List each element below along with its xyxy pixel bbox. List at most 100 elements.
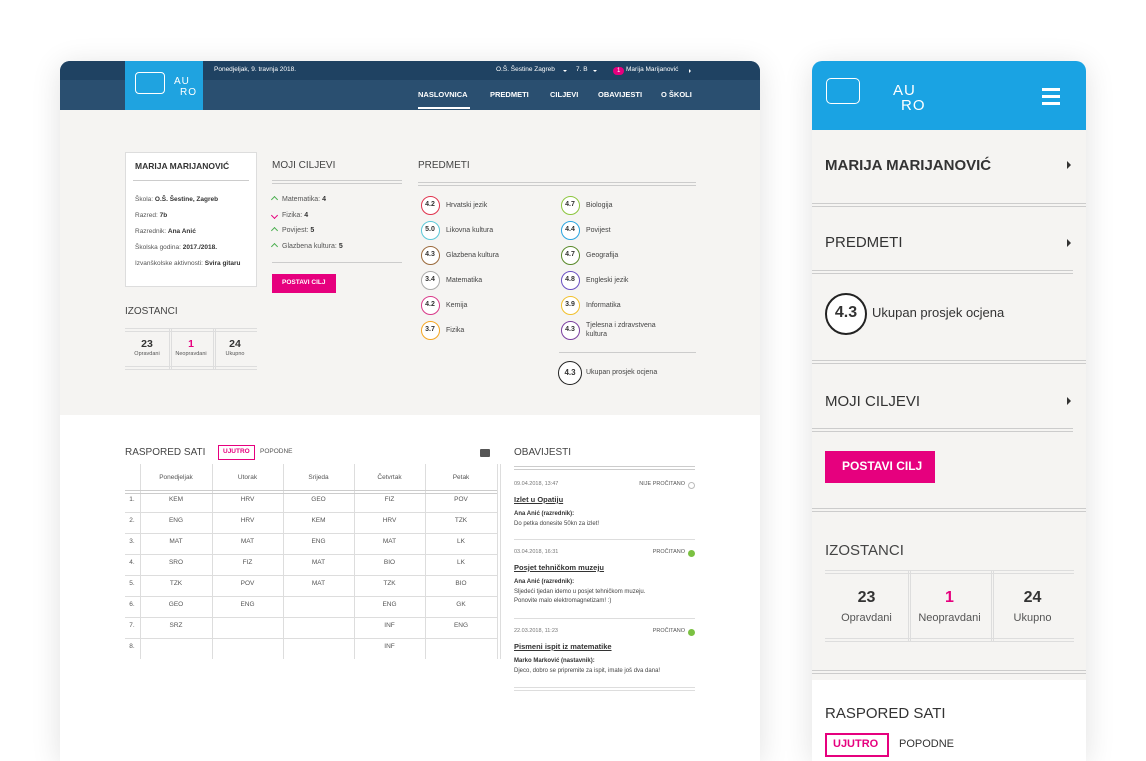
divider <box>812 428 1073 429</box>
notice-text: Do petka donesite 50kn za izlet! <box>514 520 600 527</box>
goal-subject: Glazbena kultura: <box>282 243 337 250</box>
grade-value: 4.3 <box>834 304 858 322</box>
goal-item: Matematika: 4 <box>282 196 326 204</box>
set-goal-button[interactable] <box>272 274 336 293</box>
tab-label[interactable]: UJUTRO <box>223 447 250 455</box>
subject-link[interactable]: Fizika <box>446 327 465 335</box>
field-label: Škola: <box>135 196 154 203</box>
lesson: POV <box>454 496 468 504</box>
day-header: Petak <box>452 474 470 482</box>
period-number: 6. <box>129 601 135 609</box>
menu-icon-bar[interactable] <box>1042 102 1060 105</box>
divider <box>272 262 402 263</box>
menu-icon-bar[interactable] <box>1042 88 1060 91</box>
grade-value: 4.8 <box>565 276 575 284</box>
date: Ponedjeljak, 9. travnja 2018. <box>214 66 297 74</box>
day-header: Srijeda <box>308 474 329 482</box>
lesson: INF <box>384 643 395 651</box>
user-menu[interactable]: Marija Marijanović <box>626 66 679 74</box>
divider <box>125 328 257 329</box>
subject-link[interactable]: Povijest <box>586 227 611 235</box>
field-label: Školska godina: <box>135 244 181 251</box>
tab-label[interactable]: POPODNE <box>899 737 955 750</box>
goal-subject: Matematika: <box>282 196 321 203</box>
lesson: FIZ <box>242 559 253 567</box>
section-title[interactable]: PREDMETI <box>825 233 903 251</box>
divider <box>514 466 695 467</box>
grade-ring <box>560 270 580 290</box>
subject-link[interactable]: Geografija <box>586 252 619 260</box>
section-title: RASPORED SATI <box>825 704 946 722</box>
notice-title[interactable]: Posjet tehničkom muzeju <box>514 562 605 572</box>
tab-label[interactable]: POPODNE <box>260 447 293 455</box>
profile-field: Škola: O.Š. Šestine, Zagreb <box>135 195 250 204</box>
tab-label[interactable]: UJUTRO <box>833 737 879 750</box>
print-icon[interactable] <box>480 449 490 457</box>
goal-subject: Fizika: <box>282 212 303 219</box>
nav-link[interactable]: NASLOVNICA <box>418 89 468 99</box>
nav-link[interactable]: PREDMETI <box>490 89 529 99</box>
grade-value: 4.4 <box>565 226 575 234</box>
menu-icon-bar[interactable] <box>1042 95 1060 98</box>
lesson: ENG <box>382 601 397 609</box>
nav-link[interactable]: OBAVIJESTI <box>598 89 643 99</box>
absence-count: 23 <box>141 337 153 350</box>
lesson: GEO <box>311 496 326 504</box>
divider <box>169 328 170 370</box>
notice-text: Sljedeći tjedan idemo u posjet tehničkom… <box>514 588 646 595</box>
absence-count: 1 <box>188 337 194 350</box>
subject-link[interactable]: Informatika <box>586 302 621 310</box>
lesson: BIO <box>383 559 396 567</box>
arrow-icon <box>1067 397 1071 405</box>
subject-link[interactable]: Matematika <box>446 277 483 285</box>
subject-link[interactable]: Engleski jezik <box>586 277 629 285</box>
subject-link[interactable]: Kemija <box>446 302 468 310</box>
field-label: Izvanškolske aktivnosti: <box>135 260 203 267</box>
grade-value: 4.2 <box>425 301 435 309</box>
student-name[interactable]: MARIJA MARIJANOVIĆ <box>825 156 992 174</box>
nav-link[interactable]: O ŠKOLI <box>661 89 692 99</box>
lesson: KEM <box>311 517 326 525</box>
profile-field: Izvanškolske aktivnosti: Svira gitaru <box>135 259 250 268</box>
section-title: OBAVIJESTI <box>514 446 572 458</box>
notice-title[interactable]: Pismeni ispit iz matematike <box>514 641 612 651</box>
tab-active[interactable] <box>218 445 255 460</box>
notice-title[interactable]: Izlet u Opatiju <box>514 494 564 504</box>
lesson: MAT <box>240 538 255 546</box>
lesson: MAT <box>169 538 183 546</box>
subject-link[interactable]: Likovna kultura <box>446 227 494 235</box>
grade-value: 3.4 <box>425 276 435 284</box>
notice-text: Ponovite malo elektromagnetizam! :) <box>514 597 612 604</box>
divider <box>500 464 501 659</box>
divider <box>825 641 1074 642</box>
section-title[interactable]: MOJI CILJEVI <box>825 392 921 410</box>
divider <box>125 574 497 576</box>
field-value: Svira gitaru <box>204 260 241 267</box>
read-icon <box>688 482 695 489</box>
divider <box>497 464 498 659</box>
set-goal-button[interactable] <box>825 451 935 483</box>
section-title: RASPORED SATI <box>125 446 206 458</box>
mockups: AU RO Ponedjeljak, 9. travnja 2018. O.Š. Še… <box>60 61 1086 757</box>
divider <box>283 464 284 659</box>
day-header: Četvrtak <box>377 474 402 482</box>
subject-link[interactable]: Glazbena kultura <box>446 252 499 260</box>
divider <box>812 670 1086 671</box>
class-select[interactable]: 7. B <box>576 66 588 74</box>
subject-link[interactable]: Biologija <box>586 202 613 210</box>
absence-label: Ukupno <box>225 351 245 358</box>
divider <box>272 183 402 184</box>
mobile-header <box>812 61 1086 130</box>
nav-link[interactable]: CILJEVI <box>550 89 579 99</box>
period-number: 8. <box>129 643 135 651</box>
logo-text: AU <box>893 81 916 99</box>
subject-link[interactable]: Hrvatski jezik <box>446 202 488 210</box>
page-body: AU RO Ponedjeljak, 9. travnja 2018. O.Š. Še… <box>60 61 1086 757</box>
subject-link[interactable]: Tjelesna i zdravstvena kultura <box>586 322 656 338</box>
divider <box>812 508 1086 509</box>
divider <box>908 570 909 642</box>
school-select[interactable]: O.Š. Šestine Zagreb <box>496 66 555 74</box>
absence-count: 1 <box>945 589 954 607</box>
grade-ring <box>560 245 580 265</box>
divider <box>212 464 213 659</box>
